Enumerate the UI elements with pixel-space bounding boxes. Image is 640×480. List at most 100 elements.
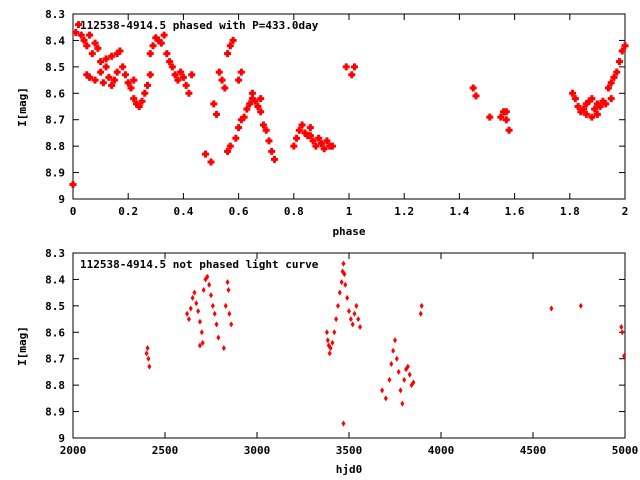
unphased-data-point bbox=[324, 329, 329, 336]
unphased-data-point bbox=[391, 347, 396, 354]
phased-data-point bbox=[146, 50, 154, 58]
phased-data-point bbox=[207, 158, 215, 166]
phased-x-tick-label: 0.8 bbox=[284, 205, 304, 218]
unphased-x-tick-label: 5000 bbox=[612, 444, 639, 457]
phased-y-axis-label: I[mag] bbox=[16, 87, 29, 127]
unphased-data-point bbox=[192, 289, 197, 296]
phased-data-point bbox=[505, 126, 513, 134]
unphased-x-tick-label: 4500 bbox=[520, 444, 547, 457]
phased-data-point bbox=[593, 110, 601, 118]
phased-data-point bbox=[127, 84, 135, 92]
unphased-data-point bbox=[350, 321, 355, 328]
phased-data-point bbox=[201, 150, 209, 158]
phased-data-point bbox=[86, 31, 94, 39]
unphased-data-point bbox=[229, 321, 234, 328]
phased-data-point bbox=[243, 105, 251, 113]
unphased-data-point bbox=[325, 337, 330, 344]
phased-data-point bbox=[168, 63, 176, 71]
unphased-data-point bbox=[389, 361, 394, 367]
unphased-data-point bbox=[352, 310, 357, 317]
unphased-data-point bbox=[337, 289, 342, 296]
phased-data-point bbox=[91, 76, 99, 84]
unphased-data-point bbox=[196, 308, 201, 315]
unphased-data-point bbox=[327, 350, 332, 357]
phased-data-point bbox=[246, 100, 254, 108]
phased-data-point bbox=[328, 142, 336, 150]
phased-data-point bbox=[138, 97, 146, 105]
unphased-data-point bbox=[335, 302, 340, 309]
phased-data-point bbox=[588, 113, 596, 121]
unphased-data-point bbox=[347, 308, 351, 315]
phased-data-point bbox=[160, 31, 168, 39]
phased-data-point bbox=[596, 103, 604, 110]
phased-data-point bbox=[290, 142, 298, 150]
phased-data-point bbox=[157, 39, 165, 47]
unphased-y-axis-label: I[mag] bbox=[16, 326, 29, 366]
phased-light-curve-chart: 0 0.2 0.4 0.6 0.8 1 1.2 1.4 1.6 1.8 2 8.3 8.4 8.5 8.6 8… bbox=[16, 8, 629, 238]
phased-data-point bbox=[268, 147, 276, 155]
unphased-data-point bbox=[393, 337, 397, 344]
unphased-data-point bbox=[197, 342, 202, 349]
phased-data-point bbox=[94, 44, 102, 52]
unphased-y-tick-label: 8.4 bbox=[45, 273, 65, 286]
phased-data-point bbox=[146, 71, 154, 79]
phased-data-point bbox=[312, 142, 320, 150]
phased-data-point bbox=[113, 50, 121, 58]
phased-data-point bbox=[569, 89, 577, 97]
phased-y-tick-label: 8.7 bbox=[45, 114, 65, 127]
unphased-data-point bbox=[332, 329, 337, 336]
phased-data-point bbox=[309, 137, 317, 145]
phased-data-point bbox=[149, 42, 157, 50]
unphased-y-tick-label: 8.7 bbox=[45, 353, 65, 366]
phased-y-tick-label: 8.8 bbox=[45, 140, 65, 153]
unphased-data-point bbox=[405, 363, 410, 370]
unphased-data-point bbox=[199, 329, 204, 336]
unphased-data-point bbox=[227, 310, 232, 317]
phased-data-point bbox=[602, 100, 610, 108]
phased-data-point bbox=[351, 63, 359, 71]
phased-data-point bbox=[591, 105, 599, 113]
unphased-data-point bbox=[402, 376, 407, 383]
phased-data-point bbox=[502, 116, 510, 124]
phased-data-point bbox=[315, 134, 323, 142]
phased-data-point bbox=[86, 73, 94, 81]
unphased-data-point bbox=[223, 302, 228, 309]
unphased-data-point bbox=[214, 321, 219, 328]
phased-x-tick-label: 0 bbox=[70, 205, 77, 218]
phased-x-tick-label: 1 bbox=[346, 205, 353, 218]
phased-x-tick-label: 0.4 bbox=[173, 205, 193, 218]
phased-data-point bbox=[257, 108, 265, 116]
phased-data-point bbox=[342, 63, 350, 71]
unphased-data-point bbox=[342, 271, 347, 278]
phased-data-point bbox=[124, 79, 132, 87]
phased-data-point bbox=[502, 108, 510, 116]
phased-x-tick-label: 1.6 bbox=[505, 205, 525, 218]
phased-data-point bbox=[229, 36, 237, 44]
unphased-data-point bbox=[225, 279, 230, 286]
phased-data-point bbox=[226, 142, 234, 150]
phased-data-point bbox=[97, 58, 105, 66]
phased-y-tick-label: 8.9 bbox=[45, 167, 65, 180]
phased-data-point bbox=[174, 76, 182, 84]
phased-x-tick-label: 0.2 bbox=[118, 205, 138, 218]
unphased-data-point bbox=[549, 305, 554, 312]
unphased-data-point bbox=[147, 363, 152, 370]
phased-x-tick-label: 0.6 bbox=[229, 205, 249, 218]
phased-x-axis-label: phase bbox=[332, 225, 365, 238]
phased-x-tick-label: 1.4 bbox=[449, 205, 469, 218]
phased-data-point bbox=[144, 81, 152, 89]
phased-data-point bbox=[317, 140, 325, 147]
unphased-data-point bbox=[358, 324, 363, 330]
unphased-chart-title: 112538-4914.5 not phased light curve bbox=[80, 258, 319, 271]
phased-data-point bbox=[306, 124, 314, 132]
unphased-data-point bbox=[216, 334, 221, 341]
phased-data-point bbox=[99, 79, 107, 87]
unphased-x-axis-label: hjd0 bbox=[336, 463, 363, 476]
phased-data-point bbox=[221, 84, 229, 92]
unphased-data-point bbox=[200, 339, 205, 346]
phased-data-point bbox=[105, 73, 113, 81]
phased-data-point bbox=[613, 68, 621, 76]
unphased-data-point bbox=[207, 281, 212, 288]
unphased-data-points bbox=[144, 260, 627, 427]
phased-data-point bbox=[618, 47, 626, 55]
